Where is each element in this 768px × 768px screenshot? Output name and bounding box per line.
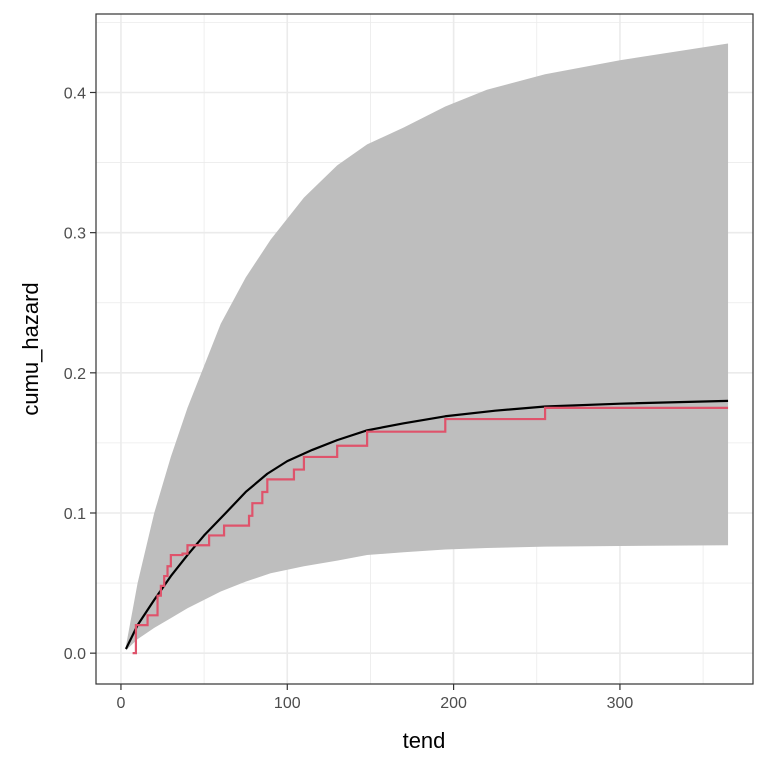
- x-axis: 0 100 200 300: [116, 684, 633, 712]
- y-tick-label: 0.2: [64, 366, 86, 383]
- y-tick-label: 0.4: [64, 85, 86, 102]
- confidence-band: [125, 43, 729, 651]
- y-axis-title: cumu_hazard: [18, 282, 43, 415]
- confidence-band-layer: [125, 43, 729, 651]
- x-axis-title: tend: [403, 728, 446, 753]
- x-tick-label: 100: [274, 695, 301, 712]
- y-tick-label: 0.1: [64, 506, 86, 523]
- smooth-series-line: [124, 399, 729, 650]
- x-tick-label: 300: [607, 695, 634, 712]
- y-axis: 0.0 0.1 0.2 0.3 0.4: [64, 85, 96, 663]
- y-tick-label: 0.3: [64, 226, 86, 243]
- x-tick-label: 0: [116, 695, 125, 712]
- series-layer: [124, 399, 729, 655]
- step-series-line: [132, 406, 729, 655]
- y-tick-label: 0.0: [64, 646, 86, 663]
- panel-border: [95, 13, 754, 685]
- x-tick-label: 200: [440, 695, 467, 712]
